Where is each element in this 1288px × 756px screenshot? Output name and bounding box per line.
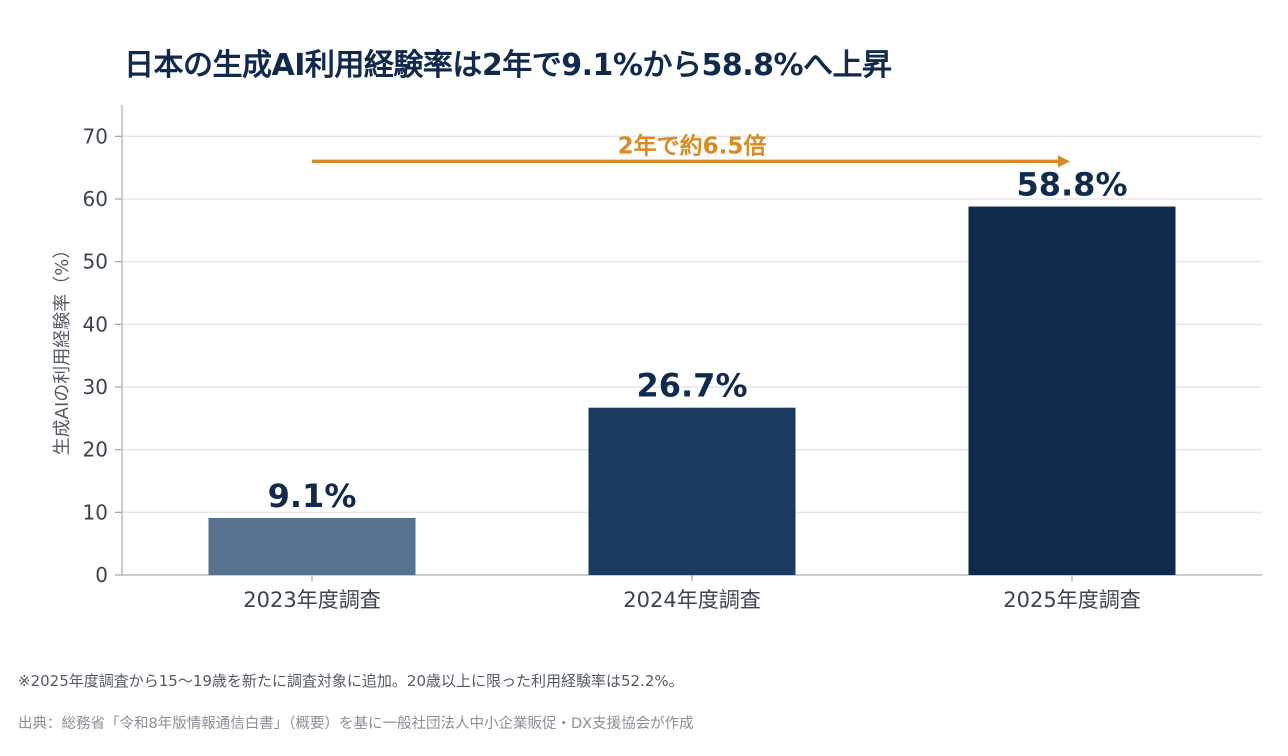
y-tick-label: 20	[83, 438, 108, 462]
bar	[588, 407, 796, 575]
source-note: 出典：総務省「令和8年版情報通信白書」（概要）を基に一般社団法人中小企業販促・D…	[18, 716, 694, 732]
data-label: 58.8%	[1016, 166, 1127, 204]
data-labels: 9.1% 26.7% 58.8%	[268, 166, 1128, 515]
axes: 0 10 20 30 40 50 60 70 2023年度調査 2024年度調査 2025年度調査	[83, 105, 1262, 612]
y-tick-label: 0	[95, 563, 108, 587]
y-axis-label: 生成AIの利用経験率（%）	[52, 241, 73, 456]
bar	[208, 517, 416, 575]
y-tick-label: 30	[83, 375, 108, 399]
y-tick-label: 40	[83, 312, 108, 336]
annotation-arrowhead	[1058, 155, 1070, 168]
x-tick-label: 2024年度調査	[623, 588, 760, 612]
data-label: 9.1%	[268, 477, 357, 515]
y-tick-label: 70	[83, 124, 108, 148]
bars	[208, 206, 1176, 575]
y-tick-label: 50	[83, 250, 108, 274]
annotation-label: 2年で約6.5倍	[618, 132, 767, 159]
chart-title: 日本の生成AI利用経験率は2年で9.1%から58.8%へ上昇	[124, 48, 892, 83]
bar	[968, 206, 1176, 575]
y-tick-label: 60	[83, 187, 108, 211]
x-tick-label: 2025年度調査	[1003, 588, 1140, 612]
footnote: ※2025年度調査から15〜19歳を新たに調査対象に追加。20歳以上に限った利用…	[18, 672, 684, 690]
y-tick-label: 10	[83, 500, 108, 524]
data-label: 26.7%	[636, 367, 747, 405]
x-tick-label: 2023年度調査	[243, 588, 380, 612]
annotation: 2年で約6.5倍	[312, 132, 1070, 168]
